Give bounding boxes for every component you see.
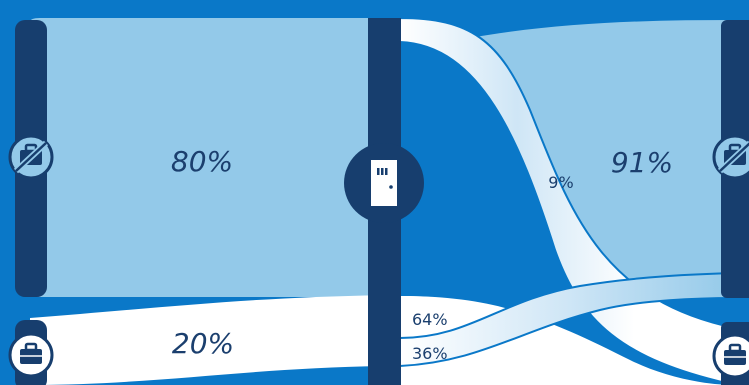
- label-left-bottom: 20%: [172, 327, 234, 360]
- label-cross-down: 9%: [548, 173, 573, 192]
- label-right-top: 91%: [611, 146, 673, 179]
- briefcase-icon: [8, 332, 54, 378]
- label-bottom-stay: 64%: [412, 310, 448, 329]
- briefcase-icon-right: [712, 333, 749, 379]
- no-briefcase-icon-right: [712, 134, 749, 180]
- flow-right-top: [470, 20, 735, 298]
- flow-left-bottom: [30, 295, 400, 385]
- no-briefcase-icon: [8, 134, 54, 180]
- flow-left-top: [30, 18, 400, 297]
- label-bottom-up: 36%: [412, 344, 448, 363]
- label-left-top: 80%: [171, 145, 233, 178]
- door-icon: [371, 160, 397, 206]
